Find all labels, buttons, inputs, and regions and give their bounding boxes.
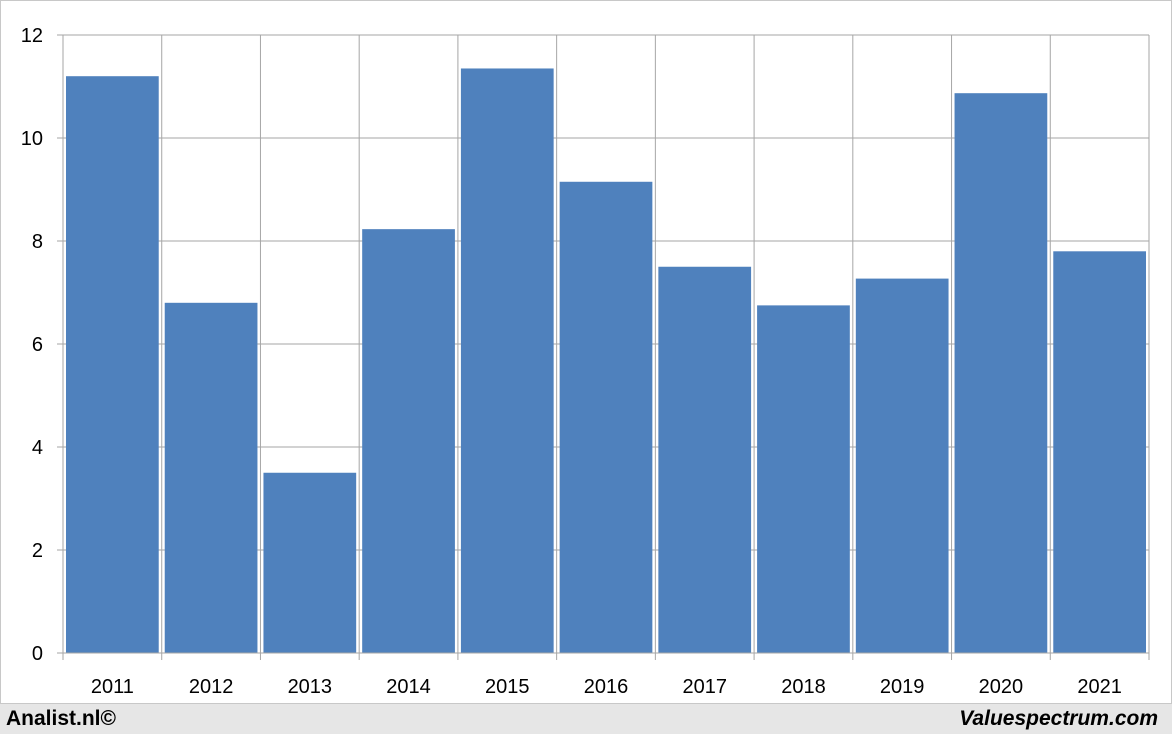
bar-2015	[460, 68, 554, 654]
x-tick-label: 2014	[386, 676, 431, 698]
x-tick-label: 2019	[880, 676, 925, 698]
bar-2017	[658, 266, 752, 653]
footer-source-label: Analist.nl©	[6, 707, 116, 730]
y-tick-label: 0	[32, 643, 43, 665]
x-tick-label: 2020	[979, 676, 1024, 698]
footer-site-label: Valuespectrum.com	[959, 707, 1158, 730]
x-tick-label: 2016	[584, 676, 629, 698]
bar-2011	[66, 76, 159, 653]
bar-2018	[757, 305, 850, 653]
bar-2014	[362, 229, 455, 653]
x-tick-label: 2012	[189, 676, 234, 698]
x-tick-label: 2011	[91, 676, 134, 698]
bar-2013	[263, 472, 357, 653]
y-tick-label: 8	[32, 231, 43, 253]
bar-2021	[1053, 251, 1146, 654]
bar-2020	[954, 93, 1048, 653]
y-tick-label: 10	[21, 128, 43, 150]
bar-2016	[559, 181, 653, 653]
y-tick-label: 12	[21, 25, 43, 47]
chart-frame: 0 2 4 6 8 10 12 2011 2012 2013 2014 2015 2016 2017 20…	[0, 0, 1172, 704]
x-tick-label: 2021	[1077, 676, 1122, 698]
x-tick-label: 2018	[781, 676, 826, 698]
x-tick-label: 2015	[485, 676, 530, 698]
x-tick-label: 2017	[682, 676, 727, 698]
y-tick-label: 6	[32, 334, 43, 356]
y-tick-label: 2	[32, 540, 43, 562]
bars	[66, 68, 1146, 654]
bar-2012	[164, 302, 258, 653]
bar-2019	[855, 278, 949, 653]
y-tick-label: 4	[32, 437, 43, 459]
x-tick-label: 2013	[288, 676, 333, 698]
y-tick-labels: 0 2 4 6 8 10 12	[21, 25, 43, 665]
footer-bar: Analist.nl© Valuespectrum.com	[0, 703, 1172, 734]
x-tick-labels: 2011 2012 2013 2014 2015 2016 2017 2018 2019 2020…	[91, 676, 1122, 698]
axes	[57, 34, 1150, 660]
